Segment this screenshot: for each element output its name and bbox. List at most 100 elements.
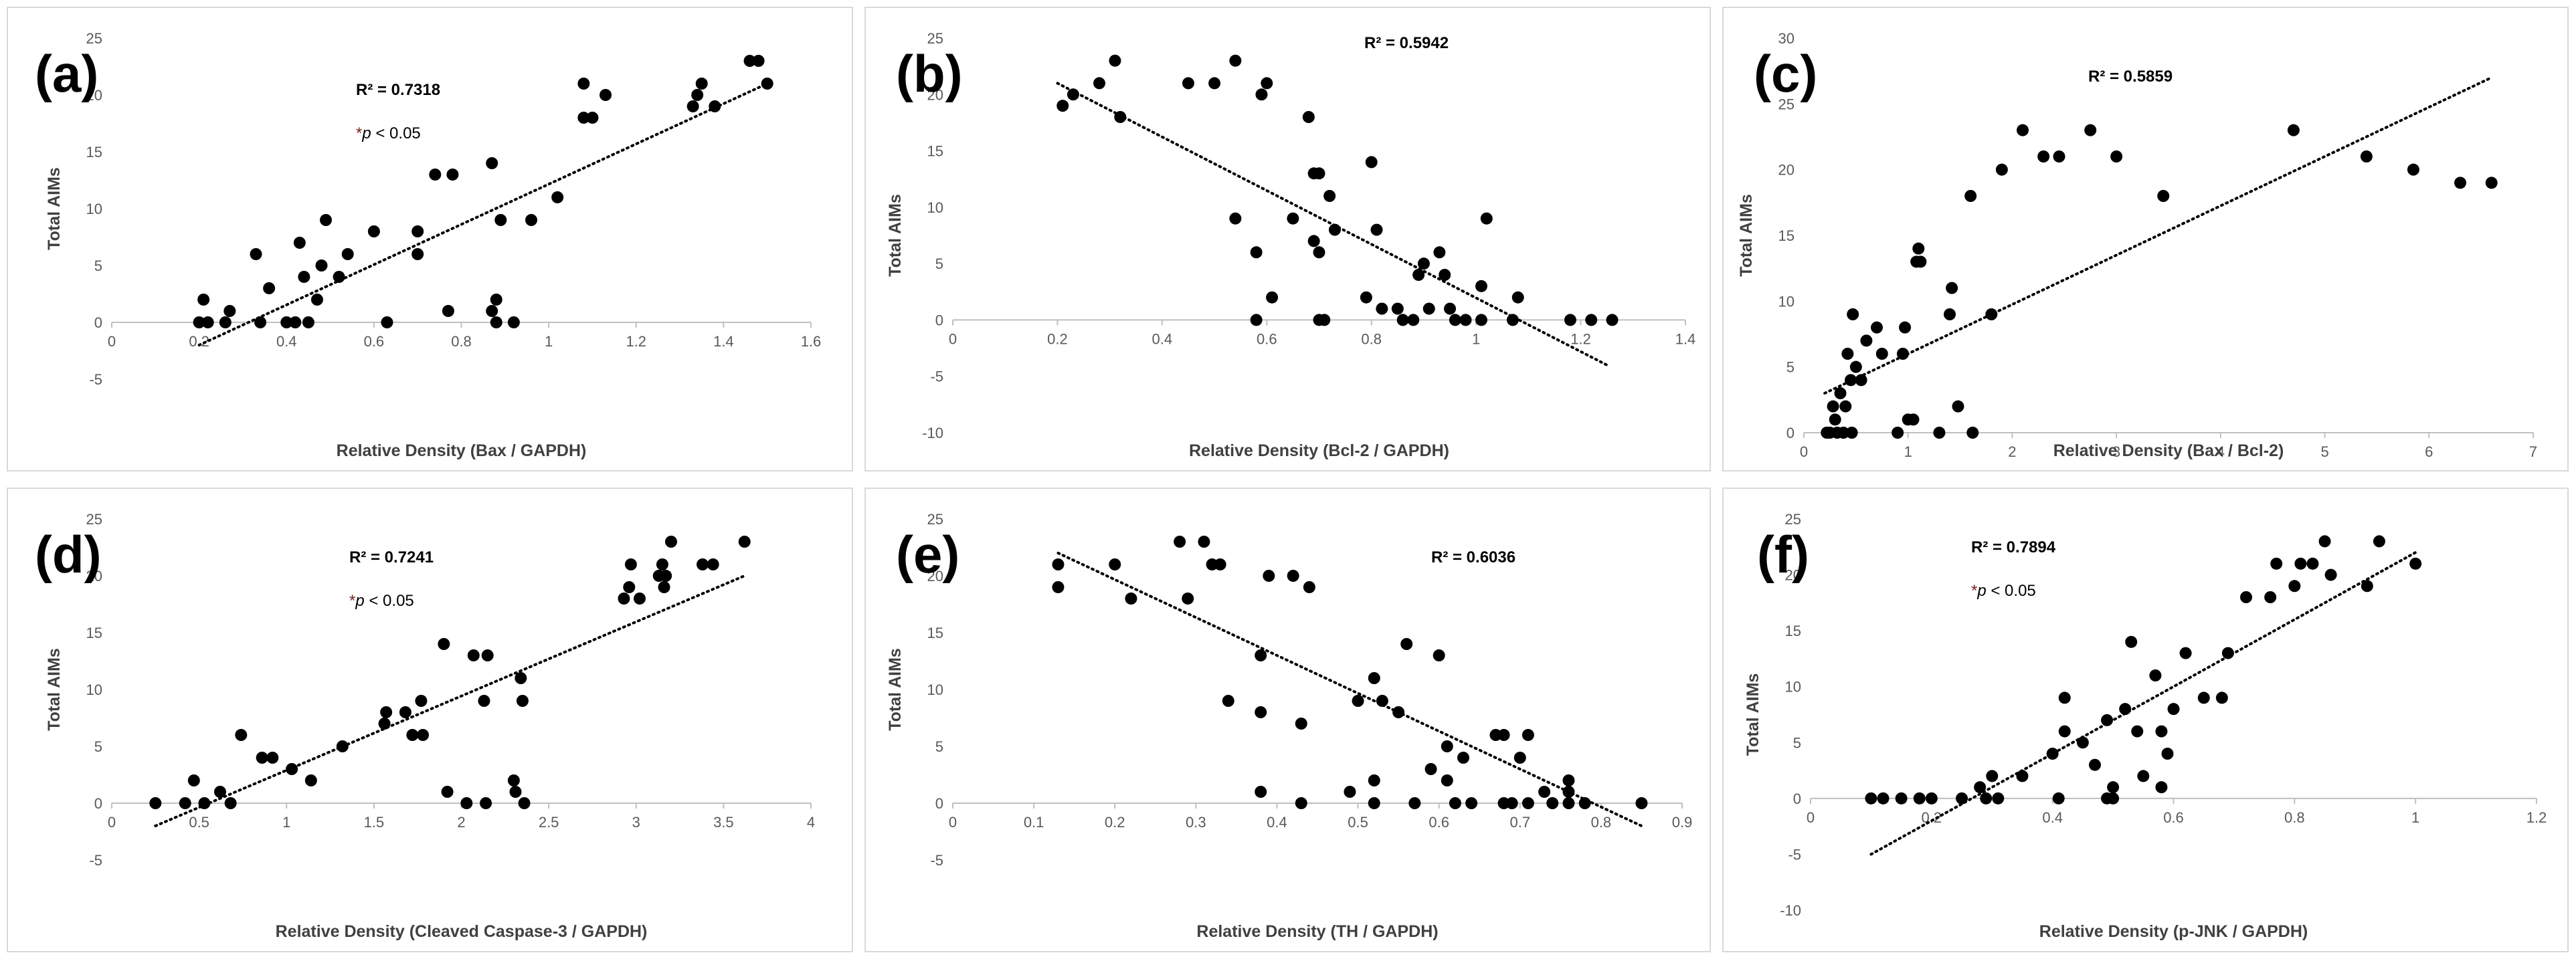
x-tick-label: 3: [2112, 443, 2120, 460]
x-tick-label: 0.1: [1024, 814, 1044, 831]
y-tick-label: 25: [927, 511, 943, 528]
x-tick-label: 1.2: [1570, 330, 1591, 347]
x-tick-label: 0.3: [1186, 814, 1206, 831]
x-tick-label: 0.6: [364, 333, 385, 350]
chart-panel-d: 0 0.5 1 1.5 2 2.5 3 3.5 4 -5 0 5 10 15 20 25 Relative De…: [7, 488, 853, 952]
data-point: [187, 774, 200, 786]
x-tick-label: 0.7: [1509, 814, 1530, 831]
y-tick-label: -5: [89, 371, 102, 388]
data-point: [1295, 797, 1307, 809]
data-point: [1407, 314, 1420, 326]
data-point: [1352, 695, 1364, 707]
data-point: [1433, 246, 1446, 259]
data-point: [1966, 427, 1979, 439]
data-point: [1287, 212, 1299, 225]
panel-label-d: (d): [35, 525, 102, 584]
x-tick-label: 0.4: [276, 333, 297, 350]
data-point: [709, 100, 721, 112]
y-tick-label: 20: [927, 568, 943, 584]
data-point: [577, 78, 590, 90]
data-point: [2088, 758, 2101, 771]
data-point: [2360, 150, 2373, 163]
x-axis-title-a: Relative Density (Bax / GAPDH): [337, 441, 587, 460]
data-point: [446, 169, 459, 181]
data-point: [2409, 557, 2422, 570]
data-point: [665, 536, 677, 548]
data-point: [1067, 88, 1079, 101]
data-point: [1368, 672, 1380, 684]
data-point: [518, 797, 531, 809]
data-point: [2454, 177, 2466, 189]
y-tick-label: 0: [1793, 790, 1801, 807]
data-point: [1956, 792, 1968, 805]
data-point: [2058, 725, 2071, 738]
data-point: [1052, 581, 1065, 593]
scatter-plot-d: 0 0.5 1 1.5 2 2.5 3 3.5 4 -5 0 5 10 15 20 25 Relative De…: [35, 511, 815, 941]
trendline-d: [154, 574, 746, 827]
data-point: [1475, 280, 1487, 292]
data-point: [1562, 797, 1575, 809]
data-point: [198, 797, 211, 809]
data-point: [1056, 100, 1069, 112]
data-point: [223, 305, 236, 317]
data-point: [1365, 156, 1378, 169]
panel-label-e: (e): [896, 525, 959, 584]
data-point: [1865, 792, 1877, 805]
data-point: [213, 786, 226, 798]
data-point: [1497, 729, 1510, 741]
data-point: [1174, 536, 1186, 548]
y-tick-label: -5: [89, 852, 102, 869]
y-tick-label: -10: [1780, 902, 1801, 919]
data-point: [656, 558, 668, 570]
data-point: [1266, 291, 1279, 304]
panel-label-c: (c): [1754, 44, 1817, 103]
data-point: [1606, 314, 1619, 326]
data-point: [2155, 725, 2168, 738]
data-point: [2119, 703, 2132, 716]
data-point: [2137, 770, 2150, 782]
data-point: [1475, 314, 1487, 326]
data-point: [515, 672, 527, 684]
data-point: [494, 214, 507, 226]
trendline-e: [1056, 552, 1643, 827]
data-point: [1829, 413, 1841, 426]
y-tick-label: 15: [927, 625, 943, 641]
data-point: [623, 581, 636, 593]
data-point: [1424, 763, 1437, 775]
data-point: [1871, 321, 1883, 334]
x-axis-title-e: Relative Density (TH / GAPDH): [1196, 922, 1438, 941]
data-point: [1914, 255, 1927, 268]
data-point: [263, 282, 276, 294]
x-axis-title-d: Relative Density (Cleaved Caspase-3 / GA…: [276, 922, 648, 941]
x-tick-label: 1: [545, 333, 553, 350]
y-tick-label: 15: [86, 144, 102, 161]
x-tick-label: 0: [1807, 809, 1815, 826]
data-point: [1635, 797, 1648, 809]
data-point: [1318, 314, 1331, 326]
data-point: [1946, 282, 1958, 294]
data-point: [1255, 88, 1268, 101]
y-axis-title-d: Total AIMs: [45, 648, 64, 731]
y-tick-label: 0: [94, 314, 102, 331]
y-axis-title-c: Total AIMs: [1737, 194, 1756, 277]
r-squared-label-d: R² = 0.7241: [349, 548, 434, 566]
x-axis-title-b: Relative Density (Bcl-2 / GAPDH): [1189, 441, 1449, 460]
data-point: [2407, 163, 2419, 176]
data-point: [429, 169, 442, 181]
scatter-plot-a: 0 0.2 0.4 0.6 0.8 1 1.2 1.4 1.6 -5 0 5 10 15 20 25 Relat…: [35, 30, 821, 460]
data-point: [2215, 691, 2228, 704]
x-tick-label: 1.5: [364, 814, 385, 831]
data-point: [2318, 535, 2331, 548]
data-point: [1323, 190, 1336, 202]
x-tick-label: 0.2: [1047, 330, 1068, 347]
data-point: [2197, 691, 2210, 704]
data-point: [254, 316, 267, 328]
x-tick-label: 0.8: [2284, 809, 2305, 826]
x-tick-label: 4: [2217, 443, 2225, 460]
data-point: [1974, 781, 1987, 794]
data-point: [1933, 427, 1946, 439]
data-point: [490, 294, 502, 306]
scatter-plot-c: 0 1 2 3 4 5 6 7 0 5 10 15 20 25 30 Relative Density (Ba…: [1737, 30, 2537, 460]
y-axis-title-f: Total AIMs: [1744, 673, 1762, 756]
r-squared-label-a: R² = 0.7318: [356, 81, 440, 99]
